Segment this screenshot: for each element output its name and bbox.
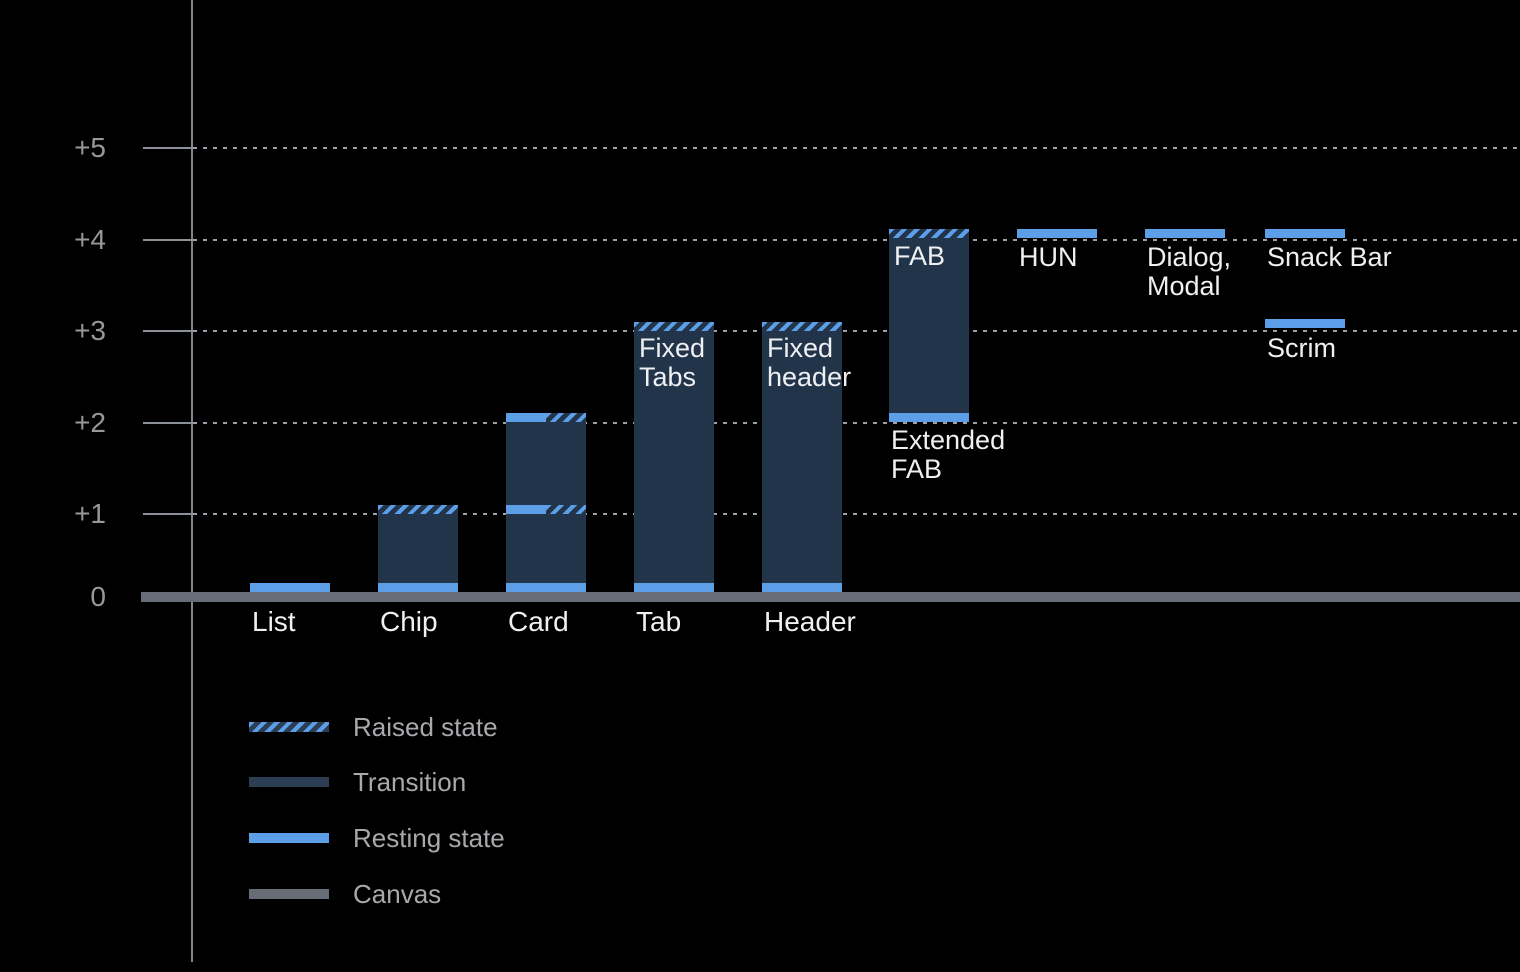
y-axis-line <box>191 0 193 962</box>
y-label-plus4: +4 <box>74 224 106 255</box>
y-label-plus2: +2 <box>74 407 106 438</box>
bar-fab-transition <box>889 238 969 413</box>
gridline-plus2 <box>193 422 1520 424</box>
legend-label-raised-state: Raised state <box>353 712 498 742</box>
bar-fab-raised <box>889 229 969 238</box>
gridline-plus5 <box>193 147 1520 149</box>
gridline-plus3 <box>193 330 1520 332</box>
label-header: Header <box>764 606 856 637</box>
bar-tab-resting <box>634 583 714 592</box>
bar-header-raised <box>762 322 842 331</box>
bar-header-transition <box>762 331 842 583</box>
canvas-baseline <box>141 592 1520 602</box>
tick-plus2 <box>143 422 193 424</box>
bar-card-level1-resting <box>506 505 546 514</box>
bar-card-level1-raised <box>546 505 586 514</box>
bar-tab-transition <box>634 331 714 583</box>
label-tab: Tab <box>636 606 682 637</box>
bar-card-transition-upper <box>506 422 586 505</box>
legend-label-canvas: Canvas <box>353 879 442 909</box>
bar-list-resting <box>250 583 330 592</box>
bar-tab-raised <box>634 322 714 331</box>
legend-row-canvas: Canvas <box>249 879 441 909</box>
legend-swatch-resting-state <box>249 833 329 843</box>
bar-chip-transition <box>378 514 458 583</box>
bar-fab-resting <box>889 413 969 422</box>
bar-card-resting <box>506 583 586 592</box>
bar-scrim-resting <box>1265 319 1345 328</box>
legend-label-resting-state: Resting state <box>353 823 505 853</box>
legend-row-raised: Raised state <box>249 712 498 742</box>
legend-row-transition: Transition <box>249 767 466 797</box>
legend-swatch-canvas <box>249 889 329 899</box>
bar-chip-resting <box>378 583 458 592</box>
label-fixed-header: Fixed header <box>767 333 852 392</box>
label-extended-fab: Extended FAB <box>891 425 1006 484</box>
label-dialog-modal: Dialog, Modal <box>1147 242 1232 301</box>
bar-chip-raised <box>378 505 458 514</box>
y-label-plus5: +5 <box>74 132 106 163</box>
legend-swatch-raised-state <box>249 722 329 732</box>
tick-plus5 <box>143 147 193 149</box>
label-fixed-tabs: Fixed Tabs <box>639 333 706 392</box>
tick-plus1 <box>143 513 193 515</box>
gridline-plus4 <box>193 239 1520 241</box>
bar-card-level2-resting <box>506 413 546 422</box>
legend-swatch-transition <box>249 777 329 787</box>
bar-hun-resting <box>1017 229 1097 238</box>
bar-card-level2-raised <box>546 413 586 422</box>
tick-plus4 <box>143 239 193 241</box>
label-list: List <box>252 606 296 637</box>
bar-dialog-modal-resting <box>1145 229 1225 238</box>
bar-header-resting <box>762 583 842 592</box>
label-chip: Chip <box>380 606 438 637</box>
legend-label-transition: Transition <box>353 767 467 797</box>
label-scrim: Scrim <box>1267 333 1336 363</box>
gridline-plus1 <box>193 513 1520 515</box>
label-snack-bar: Snack Bar <box>1267 242 1392 272</box>
y-label-plus1: +1 <box>74 498 106 529</box>
label-hun: HUN <box>1019 242 1078 272</box>
label-fab: FAB <box>894 241 946 271</box>
y-label-zero: 0 <box>90 581 106 612</box>
legend-row-resting: Resting state <box>249 823 505 853</box>
bar-card-transition-lower <box>506 514 586 583</box>
bar-snack-bar-resting <box>1265 229 1345 238</box>
y-label-plus3: +3 <box>74 315 106 346</box>
label-card: Card <box>508 606 569 637</box>
tick-plus3 <box>143 330 193 332</box>
